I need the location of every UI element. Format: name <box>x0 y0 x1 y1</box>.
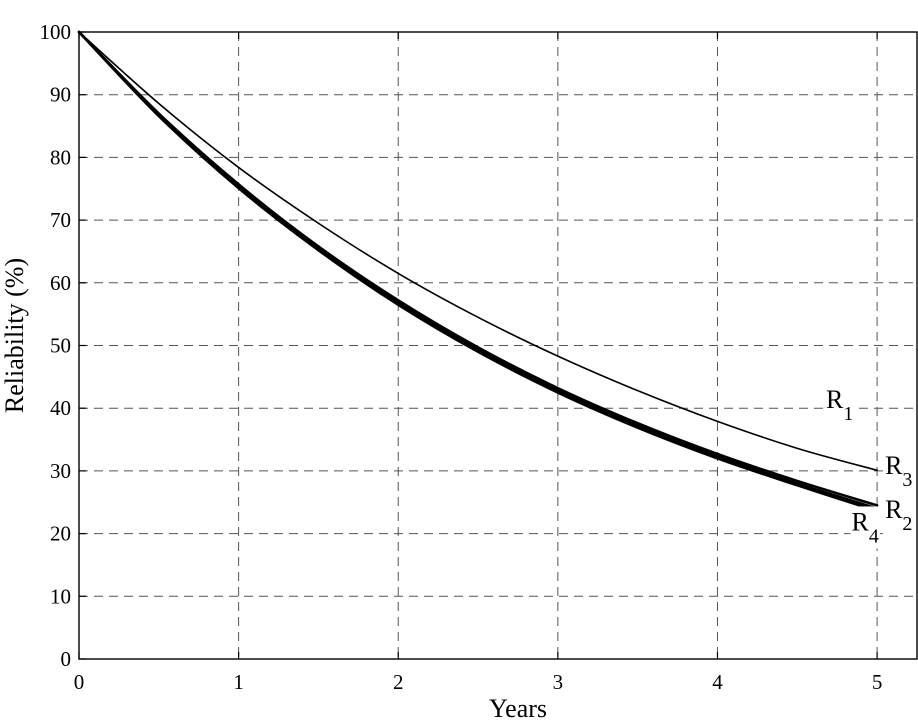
series-lines <box>77 30 879 513</box>
y-tick-label: 100 <box>40 20 72 44</box>
y-tick-label: 30 <box>50 459 71 483</box>
series-annotation-r1: R1 <box>826 385 853 425</box>
series-annotation-r2: R2 <box>885 495 912 535</box>
y-tick-label: 90 <box>50 83 71 107</box>
y-tick-label: 60 <box>50 271 71 295</box>
series-annotation-r4: R4 <box>852 507 879 547</box>
y-tick-label: 10 <box>50 584 71 608</box>
grid-lines <box>79 31 917 659</box>
y-tick-label: 80 <box>50 145 71 169</box>
series-line-r3 <box>77 30 879 507</box>
annotation-background <box>825 384 855 427</box>
y-tick-label: 0 <box>61 647 72 671</box>
y-axis-title: Reliability (%) <box>0 258 29 413</box>
x-tick-label: 4 <box>712 670 723 694</box>
series-line-r4 <box>77 30 879 513</box>
series-line-r1 <box>78 31 878 472</box>
series-line-r2 <box>77 30 879 510</box>
x-tick-label: 2 <box>393 670 404 694</box>
annotation-background <box>884 450 914 493</box>
y-tick-label: 40 <box>50 396 71 420</box>
x-tick-label: 3 <box>553 670 564 694</box>
x-tick-label: 1 <box>233 670 244 694</box>
axis-ticks <box>78 31 878 660</box>
series-annotation-r3: R3 <box>885 451 912 491</box>
y-tick-label: 70 <box>50 208 71 232</box>
annotation-background <box>850 506 880 549</box>
x-axis-title: Years <box>489 694 547 721</box>
y-tick-label: 20 <box>50 522 71 546</box>
x-tick-label: 0 <box>74 670 85 694</box>
y-tick-label: 50 <box>50 334 71 358</box>
annotation-background <box>884 493 914 536</box>
x-tick-label: 5 <box>872 670 883 694</box>
